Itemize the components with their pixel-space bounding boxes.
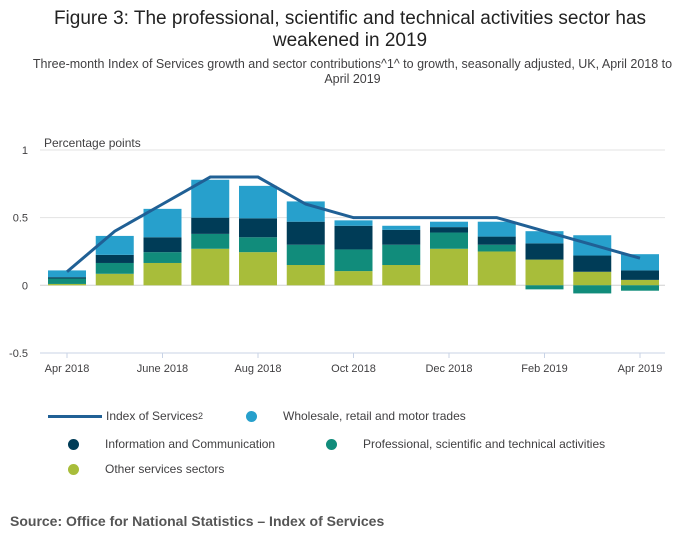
bar-segment: [621, 270, 659, 280]
legend-label: Index of Services: [106, 409, 199, 423]
bar-segment: [382, 265, 421, 286]
bar-segment: [48, 270, 86, 278]
x-tick-label: Apr 2018: [45, 363, 90, 375]
x-tick-label: Dec 2018: [425, 363, 472, 375]
bar-segment: [621, 279, 659, 286]
legend-item-wholesale[interactable]: Wholesale, retail and motor trades: [246, 409, 466, 423]
bar-segment: [477, 244, 516, 252]
x-tick-label: Feb 2019: [521, 363, 567, 375]
bar-segment: [286, 221, 325, 245]
bar-segment: [334, 220, 373, 226]
bar-segment: [143, 262, 182, 286]
y-tick-label: 0: [22, 280, 28, 292]
bar-segment: [239, 185, 277, 219]
y-axis-label: Percentage points: [44, 136, 141, 150]
bar-segment: [239, 218, 277, 238]
bar-segment: [430, 248, 468, 286]
bar-segment: [573, 285, 612, 294]
legend-label: Professional, scientific and technical a…: [363, 437, 606, 451]
bar-segment: [382, 244, 421, 266]
bar-segment: [48, 278, 86, 284]
bar-segment: [573, 255, 612, 272]
bar-segment: [334, 271, 373, 286]
legend-superscript: 2: [198, 411, 204, 421]
legend-dot-icon: [68, 438, 79, 450]
bar-segment: [477, 251, 516, 286]
bar-segment: [477, 236, 516, 245]
bar-segment: [573, 271, 612, 286]
bar-segment: [191, 248, 230, 286]
bar-segment: [143, 208, 182, 238]
bar-segment: [621, 254, 659, 271]
bar-segment: [143, 252, 182, 263]
bar-segment: [191, 217, 230, 234]
x-tick-label: Apr 2019: [618, 363, 663, 375]
legend-dot-icon: [68, 463, 79, 475]
bar-segment: [525, 243, 564, 260]
bar-segment: [286, 265, 325, 286]
bar-segment: [191, 179, 230, 218]
bar-segment: [430, 227, 468, 233]
bar-segment: [95, 235, 134, 255]
legend-label: Wholesale, retail and motor trades: [283, 409, 466, 423]
bar-segment: [621, 285, 659, 291]
bar-segment: [525, 231, 564, 244]
bar-segment: [430, 221, 468, 228]
legend-dot-icon: [326, 438, 337, 450]
chart-subtitle: Three-month Index of Services growth and…: [32, 57, 673, 86]
bar-segment: [191, 233, 230, 249]
bar-segment: [382, 225, 421, 230]
legend-label: Other services sectors: [105, 462, 225, 476]
legend-item-other[interactable]: Other services sectors: [68, 462, 224, 476]
bar-segment: [525, 259, 564, 286]
bar-segment: [525, 285, 564, 290]
x-tick-label: June 2018: [137, 363, 188, 375]
legend-item-professional[interactable]: Professional, scientific and technical a…: [326, 437, 605, 451]
legend-item-info[interactable]: Information and Communication: [68, 437, 275, 451]
y-tick-label: 1: [22, 145, 28, 157]
bar-segment: [95, 262, 134, 274]
bar-segment: [48, 277, 86, 279]
bar-segment: [95, 254, 134, 263]
bar-segment: [143, 237, 182, 253]
y-tick-label: 0.5: [13, 213, 28, 225]
bar-segment: [334, 225, 373, 250]
chart-title: Figure 3: The professional, scientific a…: [53, 8, 647, 51]
x-tick-label: Oct 2018: [331, 363, 376, 375]
y-tick-label: -0.5: [9, 348, 28, 360]
index-of-services-line: [66, 175, 641, 273]
source-note: Source: Office for National Statistics –…: [10, 513, 385, 529]
bar-segment: [430, 232, 468, 249]
bar-segment: [382, 229, 421, 245]
plot-area: 1 0.5 0 -0.5 Apr 2018 June 2018 Aug 2018 Oct 20…: [9, 145, 665, 375]
bar-segment: [95, 273, 134, 286]
legend-line-swatch: [48, 414, 102, 418]
bar-segment: [48, 283, 86, 286]
bar-segment: [477, 221, 516, 237]
bar-segment: [334, 249, 373, 272]
x-tick-label: Aug 2018: [234, 363, 281, 375]
bar-segment: [239, 237, 277, 253]
bar-segment: [239, 252, 277, 286]
legend-dot-icon: [246, 410, 257, 422]
bar-segment: [286, 244, 325, 266]
legend-item-index[interactable]: Index of Services 2: [48, 409, 203, 423]
legend-label: Information and Communication: [105, 437, 276, 451]
